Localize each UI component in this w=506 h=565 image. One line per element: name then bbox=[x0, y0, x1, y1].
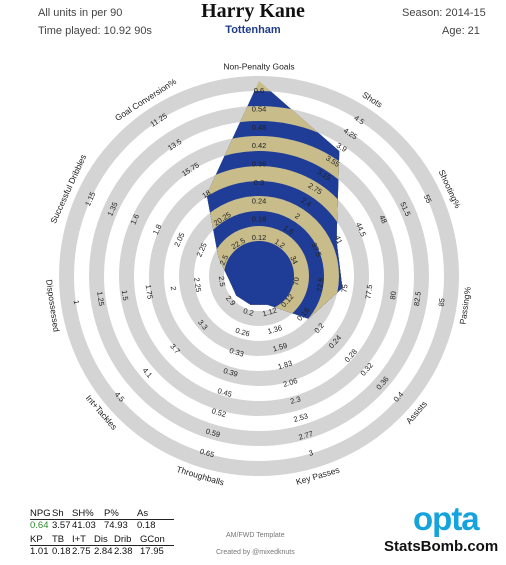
tick-label: 1.36 bbox=[266, 323, 283, 336]
stats-cell: 0.18 bbox=[137, 520, 156, 531]
tick-label: 3 bbox=[308, 448, 315, 458]
stats-cell: 74.93 bbox=[104, 520, 128, 531]
tick-label: 2.06 bbox=[282, 376, 299, 389]
age: Age: 21 bbox=[442, 25, 480, 37]
stats-cell: 17.95 bbox=[140, 546, 164, 557]
tick-label: 2 bbox=[293, 211, 301, 221]
tick-label: 0.24 bbox=[252, 196, 267, 205]
stats-cell: Drib bbox=[114, 534, 132, 545]
tick-label: 1.6 bbox=[129, 213, 142, 226]
stats-cell: GCon bbox=[140, 534, 165, 545]
stats-cell: 2.84 bbox=[94, 546, 113, 557]
tick-label: 1.25 bbox=[95, 291, 106, 307]
stats-row2-values: 1.01 0.18 2.75 2.84 2.38 17.95 bbox=[30, 546, 174, 557]
tick-label: 2.53 bbox=[292, 411, 309, 424]
tick-label: 1.75 bbox=[144, 284, 155, 300]
axis-label: Passing% bbox=[458, 286, 473, 325]
stats-cell: I+T bbox=[72, 534, 86, 545]
tick-label: 48 bbox=[377, 214, 389, 225]
tick-label: 0.42 bbox=[252, 141, 267, 150]
tick-label: 2.5 bbox=[217, 276, 227, 288]
tick-label: 0.12 bbox=[252, 233, 267, 242]
tick-label: 1.83 bbox=[277, 359, 294, 372]
tick-label: 2 bbox=[169, 286, 179, 291]
tick-label: 0.26 bbox=[234, 326, 251, 339]
stats-cell: 2.38 bbox=[114, 546, 133, 557]
stats-cell: 1.01 bbox=[30, 546, 49, 557]
stats-row1-values: 0.64 3.57 41.03 74.93 0.18 bbox=[30, 520, 174, 531]
time-played: Time played: 10.92 90s bbox=[38, 25, 152, 37]
stats-cell: 3.57 bbox=[52, 520, 71, 531]
tick-label: 2.77 bbox=[297, 429, 314, 442]
tick-label: 2.5 bbox=[218, 253, 231, 266]
tick-label: 0.54 bbox=[252, 104, 267, 113]
tick-label: 0.59 bbox=[205, 427, 222, 440]
tick-label: 0.18 bbox=[252, 215, 267, 224]
tick-label: 82.5 bbox=[412, 291, 423, 307]
tick-label: 72.5 bbox=[315, 277, 326, 293]
tick-label: 2.25 bbox=[192, 277, 203, 293]
tick-label: 1.8 bbox=[151, 223, 164, 236]
stats-cell: TB bbox=[52, 534, 65, 545]
stats-cell: KP bbox=[30, 534, 43, 545]
opta-logo: opta bbox=[413, 500, 480, 537]
stats-cell: 2.75 bbox=[72, 546, 91, 557]
tick-label: 1.59 bbox=[272, 341, 289, 354]
tick-label: 1.5 bbox=[120, 290, 130, 302]
tick-label: 0.48 bbox=[252, 123, 267, 132]
stats-cell: Sh bbox=[52, 508, 64, 519]
tick-label: 2.3 bbox=[289, 394, 302, 406]
tick-label: 18 bbox=[200, 188, 212, 200]
tick-label: 0.39 bbox=[222, 366, 239, 379]
stats-table: NPG Sh SH% P% As 0.64 3.57 41.03 74.93 0.18 KP TB… bbox=[30, 508, 174, 557]
axis-label: Non-Penalty Goals bbox=[223, 61, 294, 71]
tick-label: 85 bbox=[437, 297, 447, 307]
stats-cell: 0.18 bbox=[52, 546, 71, 557]
tick-label: 70 bbox=[291, 277, 301, 287]
center-dot bbox=[239, 256, 279, 296]
stats-cell: Dis bbox=[94, 534, 108, 545]
tick-label: 0.45 bbox=[216, 386, 233, 399]
tick-label: 0.2 bbox=[242, 306, 255, 318]
tick-label: 4.1 bbox=[141, 366, 155, 380]
tick-label: 2.05 bbox=[172, 231, 186, 248]
stats-cell: As bbox=[137, 508, 149, 519]
player-name: Harry Kane bbox=[201, 0, 305, 22]
tick-label: 34 bbox=[288, 254, 300, 265]
credit-label: Created by @mixedknuts bbox=[216, 549, 295, 556]
team-name: Tottenham bbox=[225, 24, 281, 36]
stats-cell: P% bbox=[104, 508, 119, 519]
tick-label: 0.36 bbox=[252, 159, 267, 168]
tick-label: 1 bbox=[72, 300, 82, 305]
tick-label: 0.6 bbox=[254, 86, 264, 95]
template-label: AM/FWD Template bbox=[226, 532, 285, 539]
axis-label: Dispossessed bbox=[44, 279, 61, 333]
tick-label: 0.33 bbox=[228, 346, 245, 359]
stats-cell: NPG bbox=[30, 508, 51, 519]
tick-label: 75 bbox=[340, 284, 350, 294]
radar-chart: 0.120.180.240.30.360.420.480.540.61.21.6… bbox=[44, 61, 473, 487]
tick-label: 0.3 bbox=[254, 178, 264, 187]
season: Season: 2014-15 bbox=[402, 7, 486, 19]
statsbomb-logo: StatsBomb.com bbox=[384, 538, 499, 555]
tick-label: 41 bbox=[333, 234, 345, 245]
stats-row1-headers: NPG Sh SH% P% As bbox=[30, 508, 174, 520]
tick-label: 80 bbox=[388, 291, 398, 301]
stats-cell: 41.03 bbox=[72, 520, 96, 531]
tick-label: 0.52 bbox=[211, 406, 228, 419]
tick-label: 0.65 bbox=[199, 447, 216, 460]
tick-label: 55 bbox=[422, 193, 434, 204]
stats-cell: SH% bbox=[72, 508, 94, 519]
units-note: All units in per 90 bbox=[38, 7, 123, 19]
stats-row2-headers: KP TB I+T Dis Drib GCon bbox=[30, 534, 174, 546]
tick-label: 77.5 bbox=[363, 284, 374, 300]
stats-cell: 0.64 bbox=[30, 520, 49, 531]
tick-label: 1.12 bbox=[261, 306, 278, 319]
